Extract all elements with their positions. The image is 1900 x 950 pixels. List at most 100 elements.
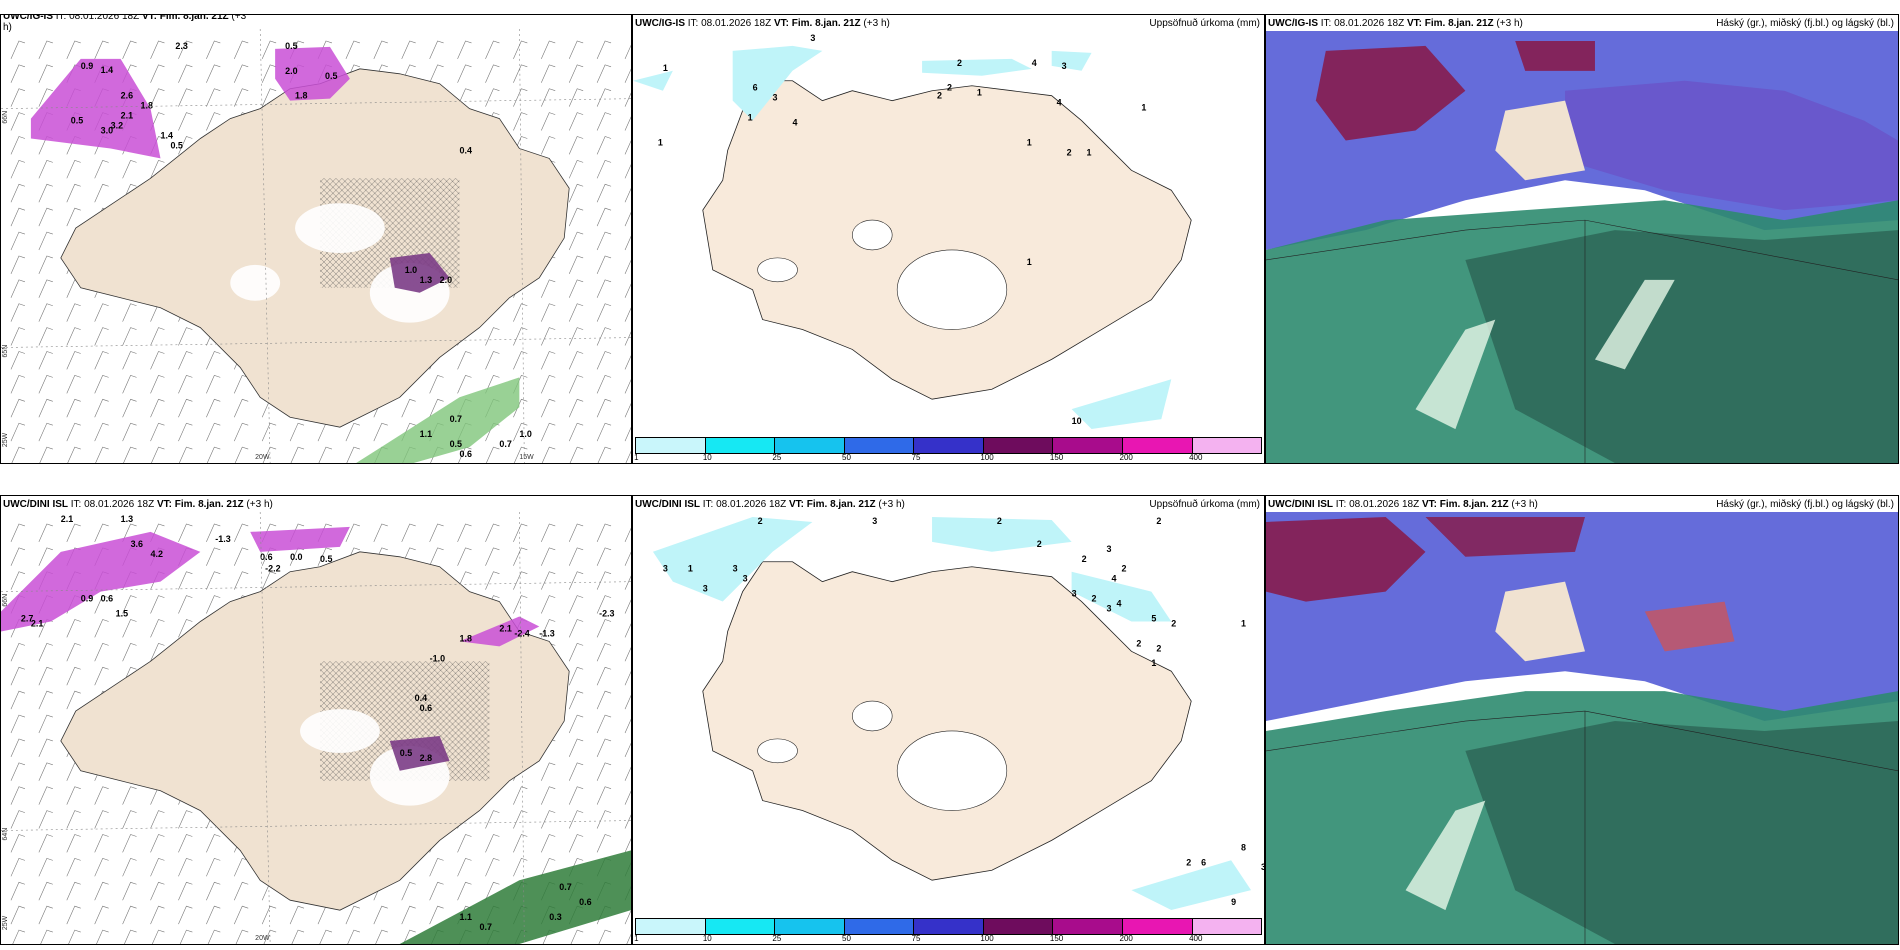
wind-barb bbox=[150, 810, 165, 829]
value-label: 0.4 bbox=[415, 693, 427, 703]
wind-barb bbox=[568, 422, 584, 442]
wind-barb bbox=[541, 595, 556, 614]
wind-barb bbox=[624, 331, 631, 346]
wind-barb bbox=[10, 881, 26, 901]
wind-barb bbox=[568, 547, 584, 566]
wind-barb bbox=[485, 523, 500, 542]
wind-barb bbox=[206, 547, 221, 566]
wind-barb bbox=[66, 523, 81, 542]
wind-barb bbox=[541, 327, 556, 346]
value-label: -1.3 bbox=[215, 534, 230, 544]
wind-barb bbox=[207, 929, 221, 944]
wind-barb bbox=[457, 547, 472, 566]
wind-barb bbox=[12, 929, 26, 944]
wind-barb bbox=[10, 40, 26, 59]
wind-barb bbox=[513, 64, 528, 83]
value-label: 1.4 bbox=[160, 131, 172, 141]
colorbar-label: 100 bbox=[980, 934, 994, 943]
wind-barb bbox=[38, 666, 53, 686]
value-label: 0.6 bbox=[101, 594, 113, 604]
colorbar-label: 75 bbox=[911, 934, 921, 943]
panel-subtitle: Háský (gr.), miðský (fj.bl.) og lágský (… bbox=[1716, 499, 1894, 510]
wind-barb bbox=[485, 858, 500, 877]
wind-barb bbox=[178, 446, 193, 463]
wind-barb bbox=[94, 643, 109, 662]
wind-barb bbox=[624, 671, 631, 686]
wind-barb bbox=[624, 909, 631, 925]
wind-barb bbox=[38, 255, 53, 274]
wind-barb bbox=[38, 327, 53, 346]
wind-barb bbox=[624, 235, 631, 251]
wind-barb bbox=[178, 834, 193, 853]
value-label: -2.3 bbox=[599, 609, 614, 619]
value-label: 2 bbox=[1092, 594, 1097, 604]
wind-barb bbox=[568, 327, 584, 346]
wind-barb bbox=[513, 40, 528, 59]
wind-barb bbox=[38, 905, 53, 925]
wind-barb bbox=[596, 207, 612, 227]
wind-barb bbox=[596, 762, 612, 781]
value-label: 1.0 bbox=[519, 429, 531, 439]
wind-barb bbox=[150, 422, 165, 442]
wind-barb bbox=[66, 619, 81, 638]
wind-barb bbox=[94, 160, 109, 179]
panel-title: UWC/DINI ISL IT: 08.01.2026 18Z VT: Fim.… bbox=[1268, 499, 1538, 510]
wind-barb bbox=[206, 446, 221, 463]
wind-barb bbox=[541, 40, 556, 59]
wind-barb bbox=[596, 422, 612, 442]
colorbar-swatch bbox=[844, 438, 915, 453]
colorbar-swatches bbox=[635, 437, 1262, 454]
wind-barb bbox=[94, 398, 109, 418]
wind-barb bbox=[568, 279, 584, 298]
wind-barb bbox=[38, 351, 53, 370]
wind-barb bbox=[290, 446, 305, 463]
colorbar-swatch bbox=[983, 919, 1054, 934]
wind-barb bbox=[66, 183, 81, 203]
wind-barb bbox=[624, 527, 631, 542]
value-label: 6 bbox=[1201, 857, 1206, 867]
value-label: 0.5 bbox=[325, 71, 337, 81]
wind-barb bbox=[10, 738, 26, 757]
wind-barb bbox=[373, 905, 388, 925]
wind-barb bbox=[178, 858, 193, 877]
wind-barb bbox=[38, 881, 53, 901]
wind-barb bbox=[38, 279, 53, 298]
wind-barb bbox=[568, 112, 584, 131]
wind-barb bbox=[38, 303, 53, 322]
wind-barb bbox=[95, 446, 109, 463]
panel-subtitle: Háský (gr.), miðský (fj.bl.) og lágský (… bbox=[1716, 18, 1894, 29]
wind-barb bbox=[457, 64, 472, 83]
wind-barb bbox=[568, 88, 584, 107]
wind-barb bbox=[457, 40, 472, 59]
wind-barb bbox=[624, 647, 631, 662]
wind-barb bbox=[178, 619, 193, 638]
wind-barb bbox=[122, 40, 137, 59]
wind-barb bbox=[122, 834, 137, 853]
wind-barb bbox=[541, 446, 556, 463]
wind-barb bbox=[429, 375, 444, 394]
wind-barb bbox=[206, 40, 221, 59]
wind-barb bbox=[568, 136, 584, 155]
wind-barb bbox=[178, 905, 193, 925]
map-accumulated-precip: 23223133322323243452221126893 bbox=[633, 512, 1264, 918]
wind-barb bbox=[485, 834, 500, 853]
value-label: 1.8 bbox=[295, 91, 307, 101]
value-label: 0.7 bbox=[559, 882, 571, 892]
wind-barb bbox=[624, 92, 631, 107]
value-label: 2 bbox=[947, 83, 952, 93]
wind-barb bbox=[38, 762, 53, 781]
value-label: 2 bbox=[1037, 539, 1042, 549]
wind-barb bbox=[66, 398, 81, 418]
wind-barb bbox=[624, 307, 631, 322]
wind-barb bbox=[178, 351, 193, 370]
value-label: 0.0 bbox=[290, 552, 302, 562]
value-label: 2 bbox=[937, 91, 942, 101]
wind-barb bbox=[485, 88, 500, 107]
wind-barb bbox=[38, 231, 53, 251]
wind-barb bbox=[624, 599, 631, 614]
wind-barb bbox=[10, 398, 26, 418]
wind-barb bbox=[541, 375, 556, 394]
wind-barb bbox=[206, 881, 221, 901]
wind-barb bbox=[122, 619, 137, 638]
wind-barb bbox=[596, 810, 612, 829]
